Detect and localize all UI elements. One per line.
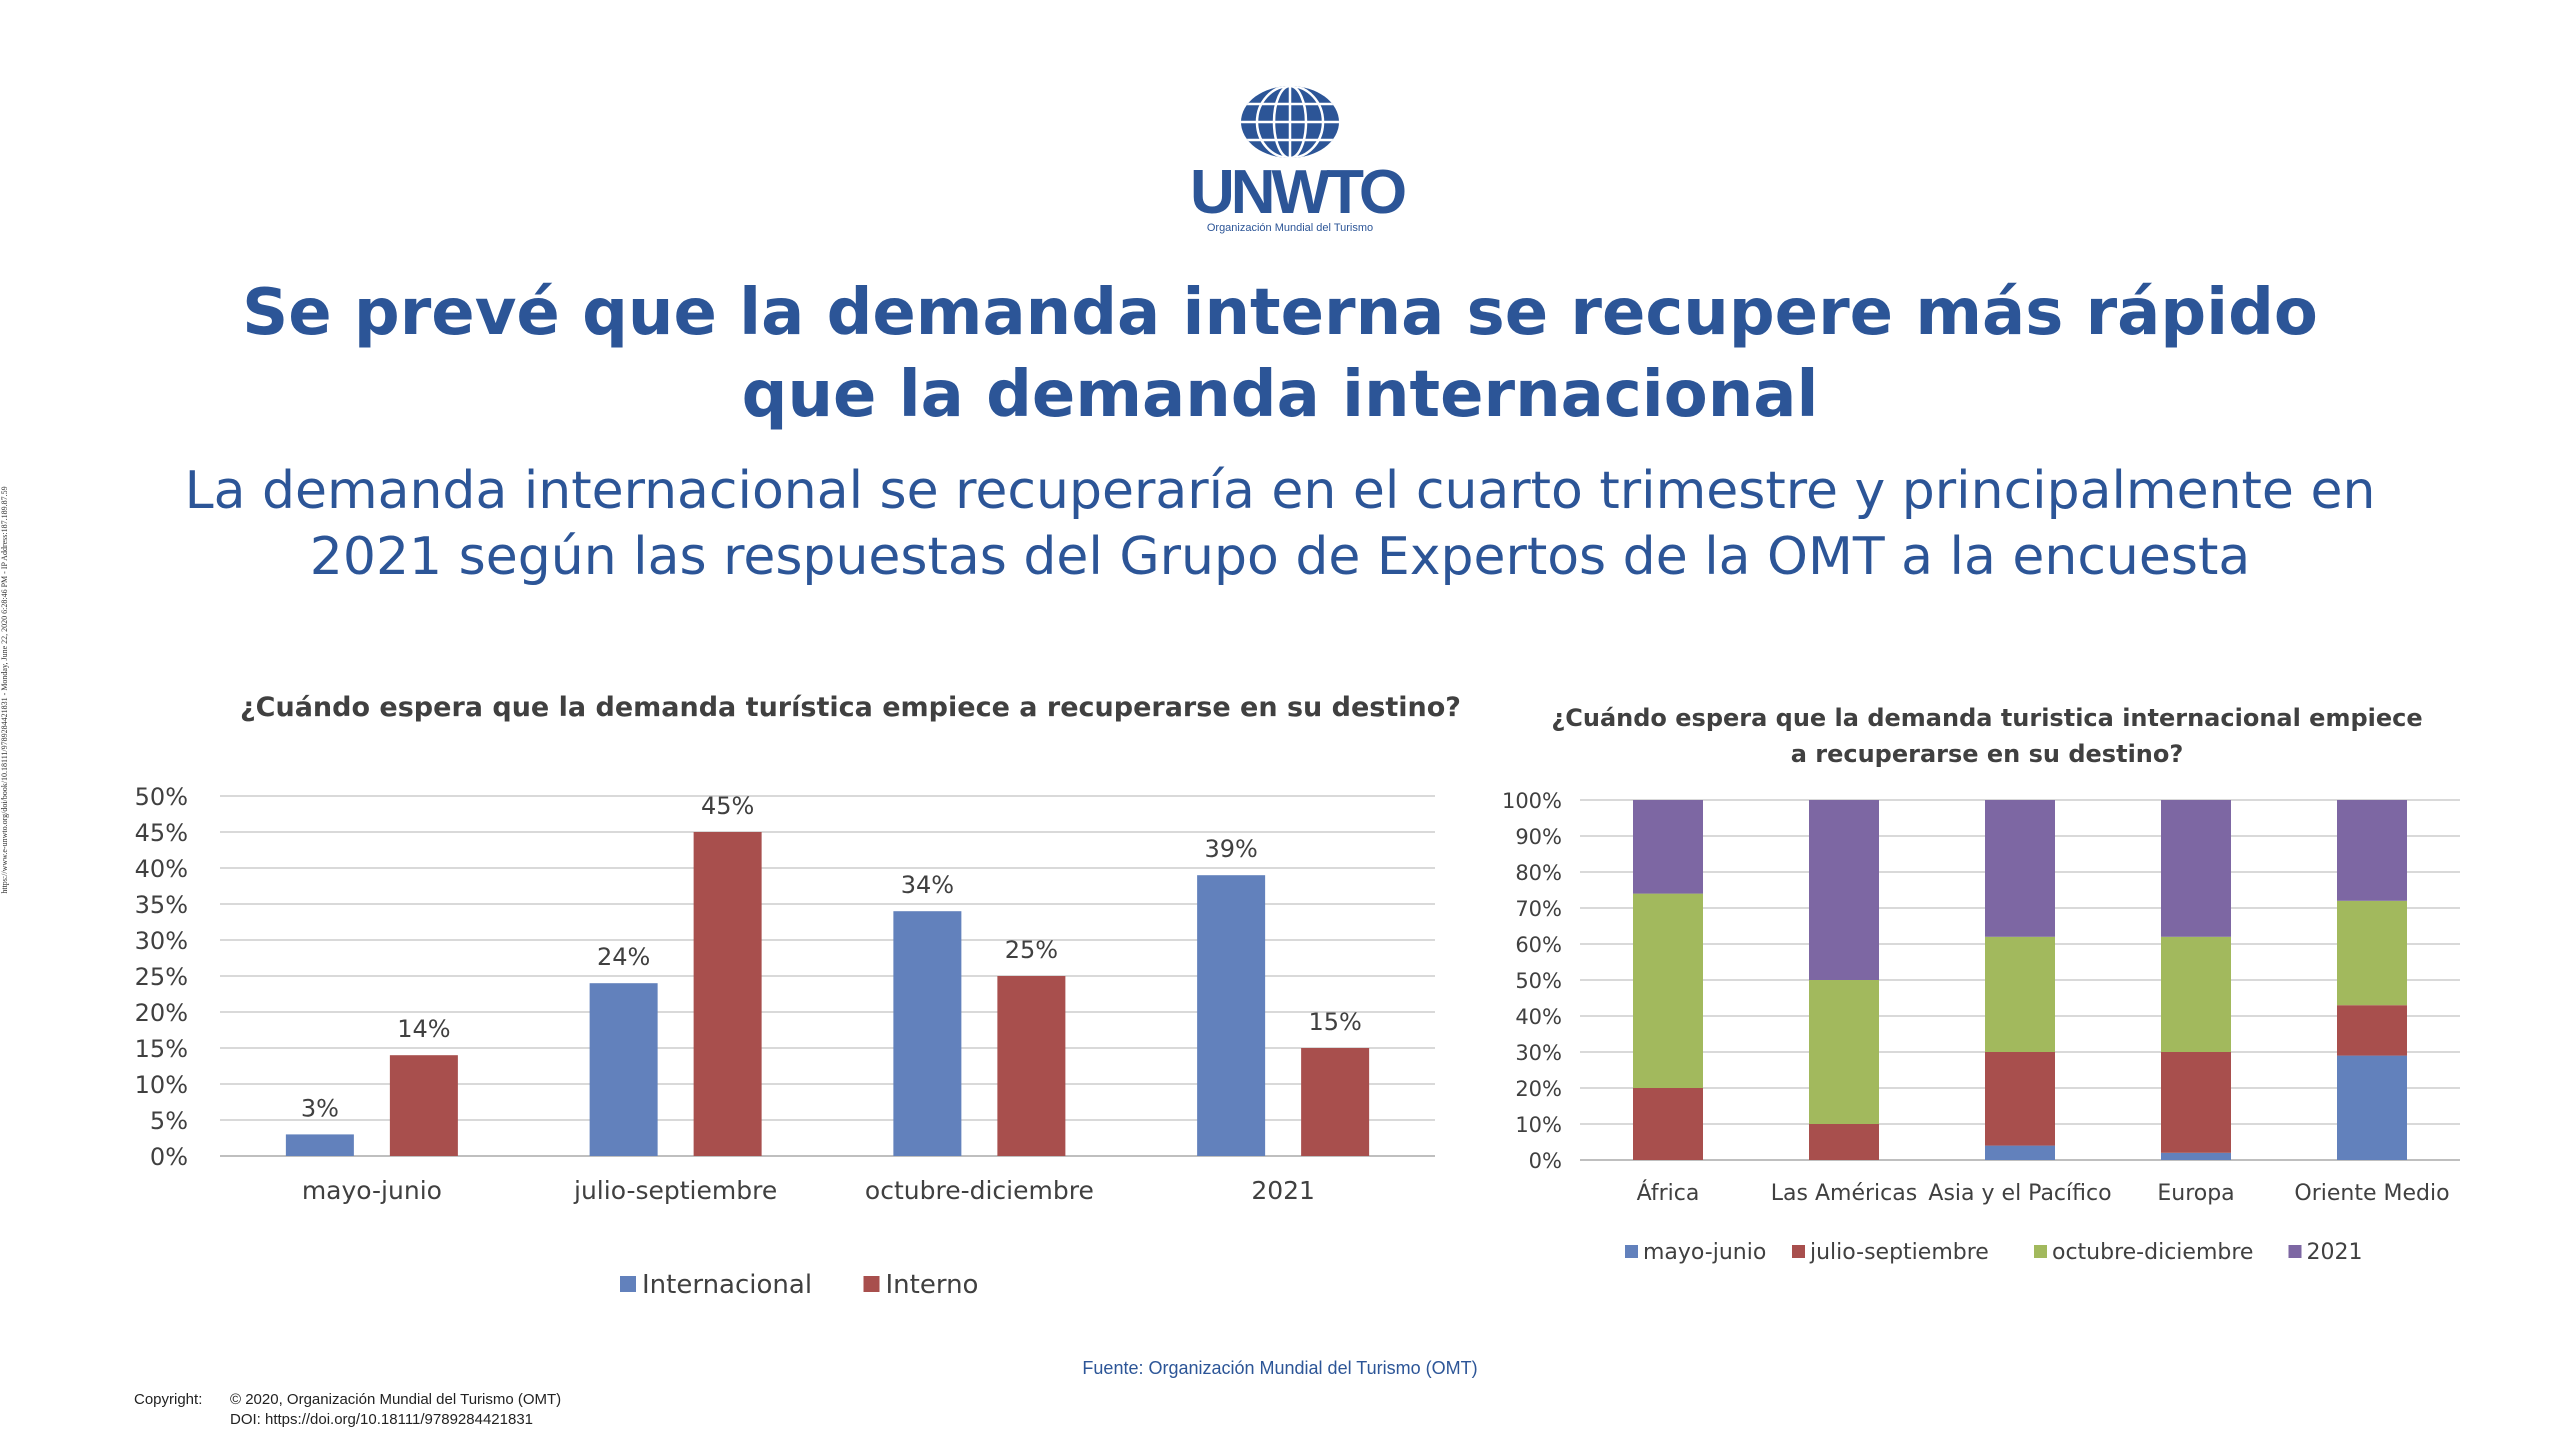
data-label: 15%	[1308, 1008, 1361, 1036]
chart-title: ¿Cuándo espera que la demanda turística …	[240, 692, 1461, 723]
legend-swatch	[863, 1276, 880, 1292]
y-tick-label: 15%	[135, 1035, 188, 1063]
y-tick-label: 40%	[1515, 1005, 1562, 1029]
stacked-segment-octubre-diciembre	[1985, 936, 2055, 1052]
stacked-segment-mayo-junio	[1985, 1145, 2055, 1160]
y-tick-label: 60%	[1515, 933, 1562, 957]
stacked-segment-octubre-diciembre	[1633, 893, 1703, 1088]
x-tick-label: África	[1637, 1180, 1700, 1206]
y-tick-label: 10%	[1515, 1113, 1562, 1137]
y-tick-label: 25%	[135, 963, 188, 991]
bar-interno	[389, 1055, 458, 1156]
legend-swatch	[620, 1276, 636, 1292]
stacked-segment-octubre-diciembre	[2161, 936, 2231, 1052]
y-tick-label: 20%	[1515, 1077, 1562, 1101]
y-tick-label: 35%	[135, 891, 188, 919]
x-tick-label: julio-septiembre	[573, 1176, 777, 1205]
y-tick-label: 100%	[1502, 789, 1562, 813]
stacked-segment-mayo-junio	[2337, 1055, 2407, 1160]
logo-wordmark: UNWTO	[1190, 158, 1407, 227]
y-tick-label: 30%	[135, 927, 188, 955]
bar-internacional	[285, 1134, 354, 1156]
legend-label: mayo-junio	[1643, 1240, 1766, 1265]
chart-title: ¿Cuándo espera que la demanda turistica …	[1551, 704, 2422, 732]
y-tick-label: 50%	[1515, 969, 1562, 993]
data-label: 45%	[701, 792, 754, 820]
y-tick-label: 50%	[135, 783, 188, 811]
legend-label: Interno	[886, 1270, 979, 1300]
y-tick-label: 0%	[150, 1143, 188, 1171]
data-label: 3%	[301, 1094, 339, 1122]
legend-label: 2021	[2307, 1240, 2363, 1265]
x-tick-label: mayo-junio	[302, 1176, 442, 1205]
stacked-segment-octubre-diciembre	[1809, 980, 1879, 1124]
y-tick-label: 70%	[1515, 897, 1562, 921]
bar-interno	[1301, 1048, 1370, 1156]
stacked-segment-2021	[2337, 800, 2407, 901]
y-tick-label: 80%	[1515, 861, 1562, 885]
doi-line: DOI: https://doi.org/10.18111/9789284421…	[230, 1411, 534, 1428]
legend-swatch	[1625, 1245, 1638, 1258]
bar-internacional	[589, 983, 658, 1156]
legend-swatch	[2288, 1245, 2302, 1258]
stacked-segment-julio-septiembre	[2161, 1052, 2231, 1153]
bar-internacional	[893, 911, 962, 1156]
data-label: 24%	[597, 943, 650, 971]
chart-title: a recuperarse en su destino?	[1791, 740, 2184, 768]
legend-label: Internacional	[642, 1270, 812, 1300]
data-label: 39%	[1204, 835, 1257, 863]
x-tick-label: Europa	[2157, 1181, 2234, 1206]
stacked-segment-2021	[1809, 800, 1879, 980]
x-tick-label: Las Américas	[1771, 1181, 1917, 1206]
x-tick-label: Oriente Medio	[2294, 1181, 2449, 1206]
legend-label: julio-septiembre	[1809, 1240, 1989, 1265]
stacked-segment-julio-septiembre	[2337, 1005, 2407, 1056]
chart-international-by-region: ¿Cuándo espera que la demanda turistica …	[1502, 704, 2460, 1265]
page-title: Se prevé que la demanda interna se recup…	[242, 276, 2318, 432]
stacked-segment-2021	[1985, 800, 2055, 937]
copyright-block: Copyright: © 2020, Organización Mundial d…	[134, 1390, 561, 1430]
stacked-segment-octubre-diciembre	[2337, 900, 2407, 1006]
data-label: 25%	[1005, 936, 1058, 964]
y-tick-label: 45%	[135, 819, 188, 847]
y-tick-label: 5%	[150, 1107, 188, 1135]
x-tick-label: Asia y el Pacífico	[1928, 1181, 2111, 1206]
stacked-segment-julio-septiembre	[1985, 1052, 2055, 1146]
page-subtitle: La demanda internacional se recuperaría …	[184, 461, 2376, 587]
data-label: 14%	[397, 1015, 450, 1043]
side-watermark-text: https://www.e-unwto.org/doi/book/10.1811…	[0, 486, 9, 894]
logo-subtitle: Organización Mundial del Turismo	[1206, 222, 1374, 234]
bar-interno	[997, 976, 1066, 1156]
x-tick-label: octubre-diciembre	[865, 1176, 1094, 1205]
unwto-logo: UNWTO Organización Mundial del Turismo	[1190, 80, 1407, 240]
y-tick-label: 0%	[1529, 1149, 1562, 1173]
globe-icon	[1241, 86, 1339, 158]
chart-recovery-demand: ¿Cuándo espera que la demanda turística …	[135, 692, 1461, 1300]
stacked-segment-mayo-junio	[2161, 1152, 2231, 1160]
legend-label: octubre-diciembre	[2052, 1240, 2253, 1265]
legend-swatch	[1792, 1245, 1805, 1258]
bar-internacional	[1197, 875, 1266, 1156]
bar-interno	[693, 832, 762, 1156]
y-tick-label: 90%	[1515, 825, 1562, 849]
y-tick-label: 40%	[135, 855, 188, 883]
x-tick-label: 2021	[1251, 1176, 1315, 1205]
stacked-segment-julio-septiembre	[1633, 1088, 1703, 1160]
y-tick-label: 10%	[135, 1071, 188, 1099]
copyright-line: © 2020, Organización Mundial del Turismo…	[230, 1391, 562, 1408]
stacked-segment-2021	[1633, 800, 1703, 894]
legend-swatch	[2034, 1245, 2047, 1258]
y-tick-label: 20%	[135, 999, 188, 1027]
stacked-segment-2021	[2161, 800, 2231, 937]
y-tick-label: 30%	[1515, 1041, 1562, 1065]
data-label: 34%	[901, 871, 954, 899]
source-note: Fuente: Organización Mundial del Turismo…	[1082, 1358, 1478, 1378]
copyright-label: Copyright:	[134, 1391, 203, 1408]
stacked-segment-julio-septiembre	[1809, 1124, 1879, 1160]
